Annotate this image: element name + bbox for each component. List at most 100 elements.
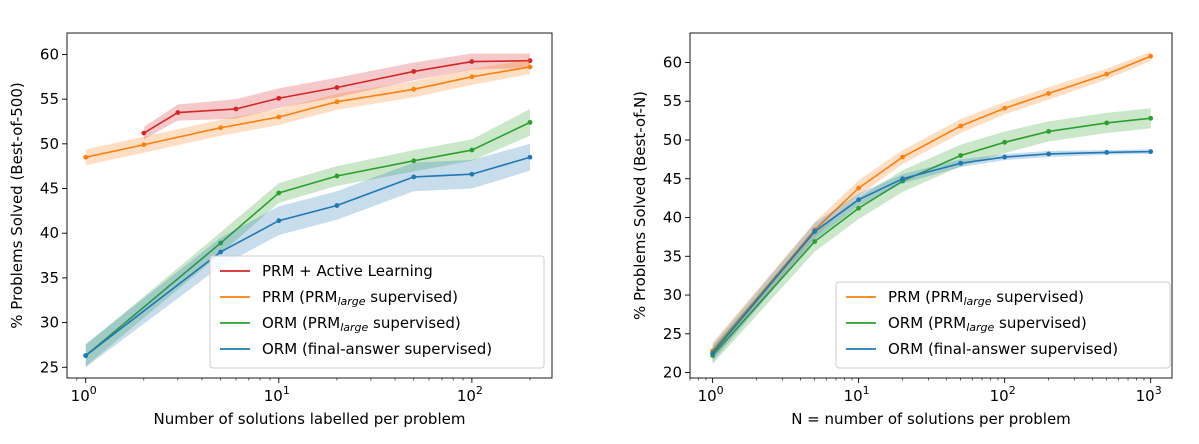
data-point (141, 142, 147, 148)
confidence-band (712, 108, 1151, 365)
legend-label: ORM (PRMlarge supervised) (262, 314, 461, 334)
data-point (958, 160, 964, 166)
confidence-band (143, 53, 530, 140)
legend-entry: PRM (PRMlarge supervised) (220, 288, 458, 308)
data-point (1002, 105, 1008, 111)
data-point (812, 229, 818, 234)
legend-entry: PRM + Active Learning (220, 262, 433, 280)
data-point (1104, 120, 1110, 126)
series-1 (141, 53, 533, 140)
confidence-band (85, 59, 531, 166)
y-tick-label: 50 (40, 135, 59, 153)
data-point (334, 99, 340, 105)
data-point (218, 240, 224, 246)
x-tick-label: 101 (844, 384, 870, 405)
data-point (411, 86, 417, 92)
series-line (85, 66, 531, 159)
legend-label: ORM (final-answer supervised) (888, 340, 1118, 358)
data-point (83, 353, 89, 359)
legend-entry: PRM (PRMlarge supervised) (846, 288, 1084, 308)
data-point (527, 58, 533, 64)
y-tick-label: 40 (663, 209, 682, 227)
data-point (856, 205, 862, 211)
y-axis-label: % Problems Solved (Best-of-N) (631, 91, 649, 320)
data-point (812, 239, 818, 244)
data-point (1046, 151, 1052, 157)
data-point (276, 190, 282, 196)
data-point (1148, 149, 1154, 155)
data-point (141, 130, 147, 136)
y-tick-label: 30 (40, 314, 59, 332)
y-tick-label: 60 (663, 53, 682, 71)
legend-label: PRM (PRMlarge supervised) (262, 288, 458, 308)
data-point (527, 154, 533, 160)
legend-box (209, 255, 545, 369)
series-line (143, 59, 531, 134)
series-2 (710, 108, 1154, 365)
y-tick-label: 60 (40, 45, 59, 63)
data-point (1002, 154, 1008, 160)
data-point (958, 123, 964, 129)
y-tick-label: 50 (663, 131, 682, 149)
data-point (1148, 53, 1154, 59)
data-point (411, 69, 417, 74)
data-point (710, 350, 716, 356)
y-tick-label: 40 (40, 224, 59, 242)
series-4 (83, 143, 533, 368)
x-minor-ticks (689, 378, 1145, 381)
data-point (469, 171, 475, 177)
legend-label: ORM (final-answer supervised) (262, 340, 492, 358)
data-point (83, 154, 89, 160)
x-tick-label: 101 (264, 384, 290, 405)
legend: PRM + Active Learning PRM (PRMlarge super… (209, 255, 545, 369)
x-tick-label: 102 (457, 384, 483, 405)
data-point (276, 114, 282, 120)
data-point (334, 203, 340, 208)
data-point (527, 119, 533, 125)
legend: PRM (PRMlarge supervised) ORM (PRMlarge s… (835, 281, 1171, 369)
legend-box (835, 281, 1171, 369)
confidence-band (85, 143, 531, 368)
chart-2: 100 101 102 103 20 25 30 35 40 45 50 55 60 N = number… (631, 32, 1173, 428)
y-tick-label: 55 (40, 90, 59, 108)
axes-frame (66, 32, 553, 379)
series-2 (83, 59, 533, 166)
legend-entry: ORM (PRMlarge supervised) (220, 314, 461, 334)
data-point (1104, 71, 1110, 77)
legend-entry: ORM (PRMlarge supervised) (846, 314, 1087, 334)
data-point (411, 158, 417, 164)
x-tick-label: 102 (990, 384, 1016, 405)
series-3 (710, 149, 1154, 362)
data-point (1104, 149, 1110, 155)
data-point (900, 154, 905, 160)
data-point (856, 185, 862, 191)
x-axis-label: Number of solutions labelled per problem (154, 410, 466, 428)
x-axis-label: N = number of solutions per problem (791, 410, 1071, 428)
x-tick-label: 103 (1136, 384, 1162, 405)
legend-label: PRM (PRMlarge supervised) (888, 288, 1084, 308)
y-tick-label: 30 (663, 286, 682, 304)
data-point (276, 218, 282, 224)
y-axis-label: % Problems Solved (Best-of-500) (8, 82, 26, 328)
x-tick-label: 100 (71, 384, 97, 405)
plot-area (710, 51, 1154, 365)
series-3 (83, 108, 533, 367)
data-point (233, 106, 239, 112)
legend-label: PRM + Active Learning (262, 262, 433, 280)
x-tick-label: 100 (698, 384, 724, 405)
data-point (276, 95, 282, 101)
legend-entry: ORM (final-answer supervised) (220, 340, 492, 358)
data-point (411, 174, 417, 180)
data-point (469, 147, 475, 153)
x-minor-ticks (76, 378, 531, 381)
data-point (1046, 91, 1052, 96)
data-point (1002, 139, 1008, 145)
confidence-band (712, 149, 1151, 362)
data-point (175, 110, 181, 115)
chart-1: 100 101 102 25 30 35 40 45 50 55 60 Number of solut… (8, 32, 553, 428)
y-tick-label: 35 (663, 247, 682, 265)
data-point (527, 64, 533, 70)
data-point (218, 125, 224, 131)
y-tick-label: 25 (40, 358, 59, 376)
